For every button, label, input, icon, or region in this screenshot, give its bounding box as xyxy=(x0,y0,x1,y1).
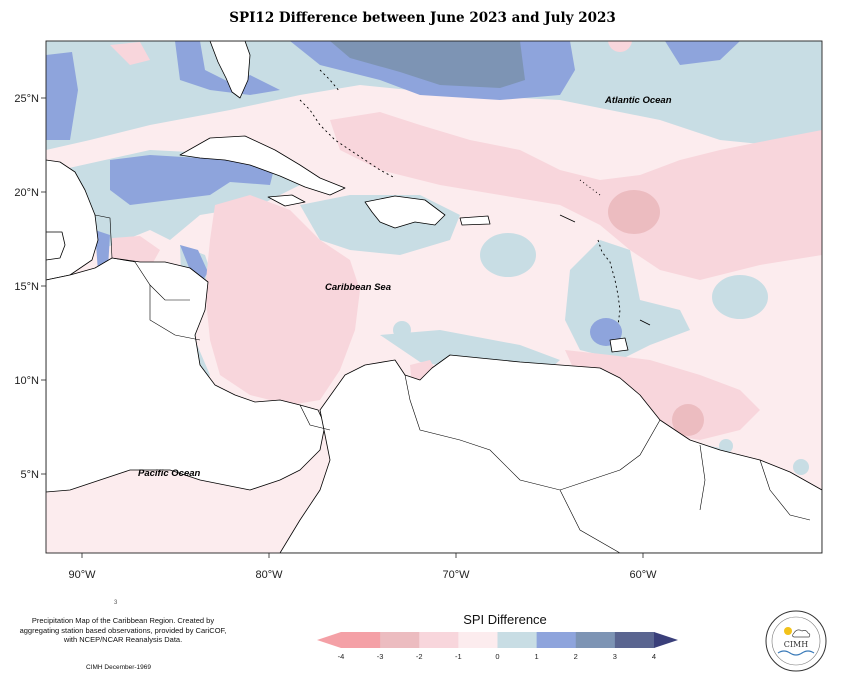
virgin-islands xyxy=(579,179,601,196)
cimh-logo: CIMH xyxy=(765,610,827,672)
legend-tick-label: -1 xyxy=(455,652,462,661)
spi-zone-florida-strong xyxy=(175,41,280,95)
legend-tick-label: -4 xyxy=(338,652,345,661)
footnote-date: CIMH December-1969 xyxy=(86,664,152,671)
spi-spot-positive xyxy=(793,459,809,475)
border-belize xyxy=(94,214,113,259)
spi-zone-atlantic-negative xyxy=(330,112,822,280)
wave-icon xyxy=(777,650,815,656)
legend-cell xyxy=(380,632,420,648)
logo-inner-ring xyxy=(771,616,821,666)
spi-zone-caribbean-west-negative xyxy=(205,195,360,405)
spi-zone-atlantic-ne-strong xyxy=(665,41,740,65)
caribbean-sea-label: Caribbean Sea xyxy=(325,282,391,293)
jamaica xyxy=(267,194,306,207)
island-chain xyxy=(559,214,576,223)
y-tick-label: 10°N xyxy=(14,375,39,387)
hispaniola xyxy=(364,195,446,229)
spi-spot-positive xyxy=(719,439,733,453)
x-tick-label: 90°W xyxy=(68,569,96,581)
legend-tick-labels: -4 -3 -2 -1 0 1 2 3 4 xyxy=(338,652,656,661)
spi-zone-atlantic-east-positive xyxy=(712,275,768,319)
x-tick-label: 70°W xyxy=(442,569,470,581)
y-tick-label: 15°N xyxy=(14,281,39,293)
spi-zone-honduras-strong xyxy=(180,245,208,285)
legend-cell xyxy=(536,632,577,648)
border-panama-colombia xyxy=(299,404,331,431)
central-america xyxy=(46,257,326,493)
trinidad xyxy=(609,337,629,353)
spi-zone-mona-positive xyxy=(480,233,536,277)
spi-spot-positive xyxy=(393,321,411,339)
y-tick-label: 25°N xyxy=(14,93,39,105)
legend-tick-label: 3 xyxy=(613,652,617,661)
legend-tick-label: 4 xyxy=(652,652,656,661)
border-brazil xyxy=(559,489,621,553)
legend-cells xyxy=(341,632,655,648)
border-colombia-venezuela xyxy=(404,374,621,491)
spi-spot-negative xyxy=(110,42,150,65)
border-suriname-guiana xyxy=(759,459,811,521)
mexico-gulf-coast xyxy=(46,231,66,261)
south-america xyxy=(279,354,822,553)
spi-zone-leeward-stronger-negative xyxy=(608,190,660,234)
cuba xyxy=(179,135,346,196)
logo-text: CIMH xyxy=(784,640,808,649)
legend-cell xyxy=(614,632,655,648)
legend-tick-label: 0 xyxy=(495,652,499,661)
legend-cell xyxy=(419,632,459,648)
x-tick-label: 60°W xyxy=(629,569,657,581)
land-masses xyxy=(46,41,822,553)
spi-zone-guyana-stronger-negative xyxy=(672,404,704,436)
border-nicaragua xyxy=(149,285,201,341)
spi-zone-bahamas-very-strong xyxy=(330,41,525,88)
legend-tick-label: -2 xyxy=(416,652,423,661)
axis-ticks xyxy=(41,97,644,558)
y-tick-label: 5°N xyxy=(21,469,40,481)
legend-colorbar: -4 -3 -2 -1 0 1 2 3 4 xyxy=(317,632,678,661)
spi-zone-cuba-south-strong xyxy=(110,155,275,205)
border-venezuela-guyana xyxy=(619,419,661,471)
spi-zone-trinidad-negative xyxy=(565,350,760,440)
map-frame xyxy=(45,40,823,554)
footnote-mark: 3 xyxy=(114,600,118,606)
y-tick-label: 20°N xyxy=(14,187,39,199)
legend-tick-label: 1 xyxy=(535,652,539,661)
atlantic-ocean-label: Atlantic Ocean xyxy=(604,95,672,106)
legend-cell xyxy=(341,632,381,648)
pacific-ocean-label: Pacific Ocean xyxy=(138,468,201,479)
legend-title: SPI Difference xyxy=(463,612,547,627)
borders-and-islands xyxy=(94,69,811,553)
footnote-text: Precipitation Map of the Caribbean Regio… xyxy=(19,616,227,644)
legend-arrow-low xyxy=(317,632,341,648)
barbados xyxy=(639,319,651,326)
x-tick-label: 80°W xyxy=(255,569,283,581)
legend-tick-label: -3 xyxy=(377,652,384,661)
florida xyxy=(209,41,251,99)
spi-zone-yucatan-north-strong xyxy=(46,52,78,140)
sun-icon xyxy=(784,627,792,635)
spi-spot-negative xyxy=(608,41,632,52)
legend-arrow-high xyxy=(654,632,678,648)
map-title: SPI12 Difference between June 2023 and J… xyxy=(229,10,616,26)
legend-cell xyxy=(497,632,538,648)
legend-tick-label: 2 xyxy=(574,652,578,661)
spi-zone-windward-strong xyxy=(590,318,622,346)
cloud-icon xyxy=(792,629,811,638)
legend-cell xyxy=(575,632,616,648)
puerto-rico xyxy=(459,215,491,226)
legend-cell xyxy=(458,632,498,648)
border-guyana-suriname xyxy=(699,444,706,511)
